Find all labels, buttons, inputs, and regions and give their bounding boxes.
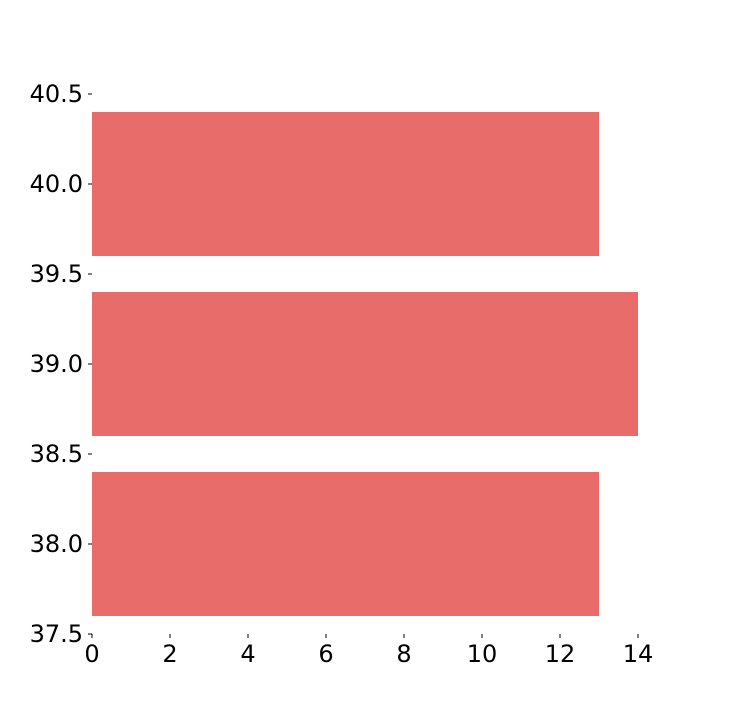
x-tick-label: 14 <box>623 640 654 668</box>
y-axis: 37.5 38.0 38.5 39.0 39.5 40.0 40.5 <box>30 80 92 648</box>
x-tick-label: 4 <box>240 640 255 668</box>
y-tick-label: 38.0 <box>30 530 83 558</box>
x-tick-label: 0 <box>84 640 99 668</box>
y-tick-label: 38.5 <box>30 440 83 468</box>
bar-40.0 <box>92 112 599 256</box>
x-tick-label: 10 <box>467 640 498 668</box>
y-tick-label: 39.5 <box>30 260 83 288</box>
bars-layer <box>92 112 638 616</box>
x-tick-label: 8 <box>396 640 411 668</box>
x-tick-label: 6 <box>318 640 333 668</box>
y-tick-label: 40.5 <box>30 80 83 108</box>
bar-39.0 <box>92 292 638 436</box>
x-axis: 0 2 4 6 8 10 12 14 <box>84 634 653 668</box>
y-tick-label: 37.5 <box>30 620 83 648</box>
bar-38.0 <box>92 472 599 616</box>
y-tick-label: 39.0 <box>30 350 83 378</box>
x-tick-label: 2 <box>162 640 177 668</box>
y-tick-label: 40.0 <box>30 170 83 198</box>
x-tick-label: 12 <box>545 640 576 668</box>
